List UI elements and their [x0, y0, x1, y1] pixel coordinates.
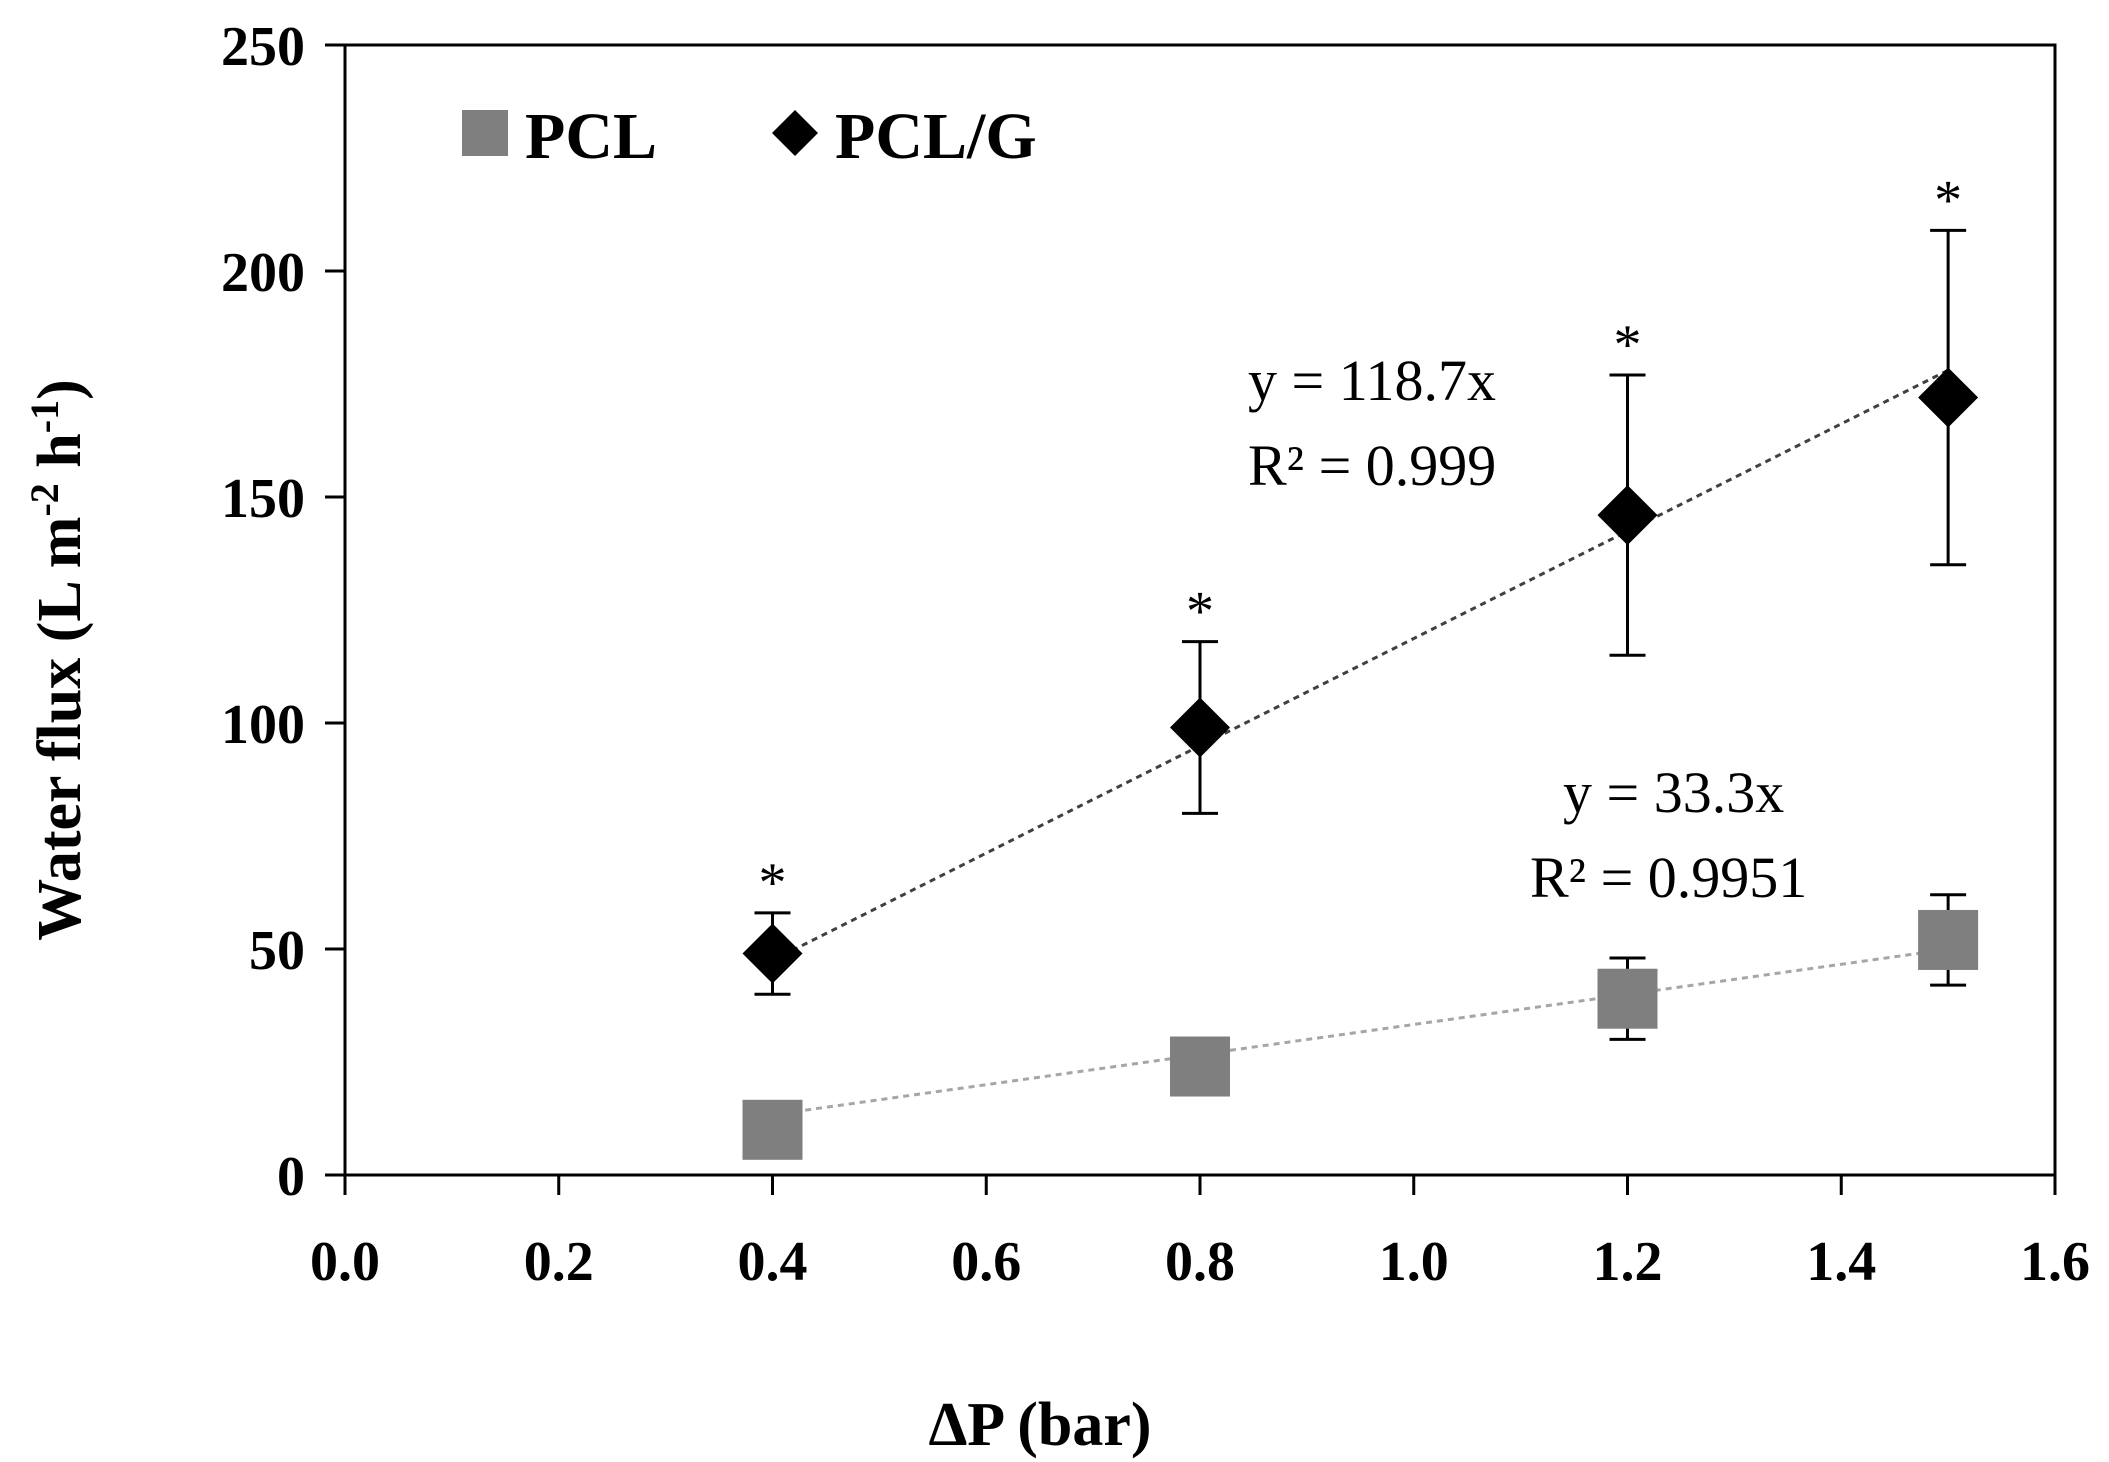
pcl-trendline — [772, 947, 1949, 1117]
x-tick-label: 1.2 — [1593, 1231, 1663, 1293]
pcl-g-data-point — [1170, 697, 1230, 758]
pcl-data-point — [1918, 909, 1979, 970]
x-tick-label: 0.8 — [1165, 1231, 1235, 1293]
legend-pclg-label: PCL/G — [835, 100, 1037, 173]
pcl-g-significance-star: * — [1934, 169, 1962, 231]
pclg-equation-label: y = 118.7x — [1248, 348, 1496, 413]
pcl-data-point — [1170, 1036, 1230, 1097]
x-axis-title: ΔP (bar) — [928, 1391, 1151, 1459]
x-tick-label: 0.6 — [951, 1231, 1021, 1293]
y-tick-label: 150 — [221, 468, 305, 530]
y-tick-label: 200 — [221, 242, 305, 304]
pcl-g-significance-star: * — [1186, 581, 1214, 643]
pcl-g-data-point — [1597, 485, 1658, 546]
pcl-g-data-point — [1918, 367, 1979, 428]
y-tick-label: 50 — [249, 920, 305, 982]
legend-pcl-marker — [462, 110, 508, 156]
pcl-g-significance-star: * — [1614, 314, 1642, 376]
x-tick-label: 0.0 — [310, 1231, 380, 1293]
legend-pclg-marker — [772, 110, 818, 156]
y-axis-title: Water flux (L m-2 h-1) — [22, 379, 95, 941]
x-tick-label: 1.6 — [2020, 1231, 2090, 1293]
x-tick-label: 0.4 — [738, 1231, 808, 1293]
x-tick-label: 1.4 — [1806, 1231, 1876, 1293]
legend-pcl-label: PCL — [525, 100, 657, 173]
pcl-r-squared-label: R² = 0.9951 — [1530, 845, 1807, 910]
y-tick-label: 100 — [221, 694, 305, 756]
pcl-data-point — [1597, 968, 1658, 1029]
significance-markers: * * * * — [759, 169, 1963, 914]
y-tick-label: 250 — [221, 16, 305, 78]
x-tick-label: 0.2 — [524, 1231, 594, 1293]
pcl-g-data-point — [742, 923, 803, 984]
data-markers — [742, 367, 1979, 1160]
pcl-g-significance-star: * — [759, 852, 787, 914]
pcl-equation-label: y = 33.3x — [1563, 760, 1784, 825]
axis-ticks: 0.0 0.2 0.4 0.6 0.8 1.0 1.2 1.4 1.6 0 50 100 150 200 2… — [221, 16, 2090, 1293]
pclg-r-squared-label: R² = 0.999 — [1248, 433, 1496, 498]
x-tick-label: 1.0 — [1379, 1231, 1449, 1293]
y-tick-label: 0 — [277, 1146, 305, 1208]
pcl-data-point — [742, 1099, 803, 1160]
legend: PCL PCL/G — [462, 100, 1037, 173]
